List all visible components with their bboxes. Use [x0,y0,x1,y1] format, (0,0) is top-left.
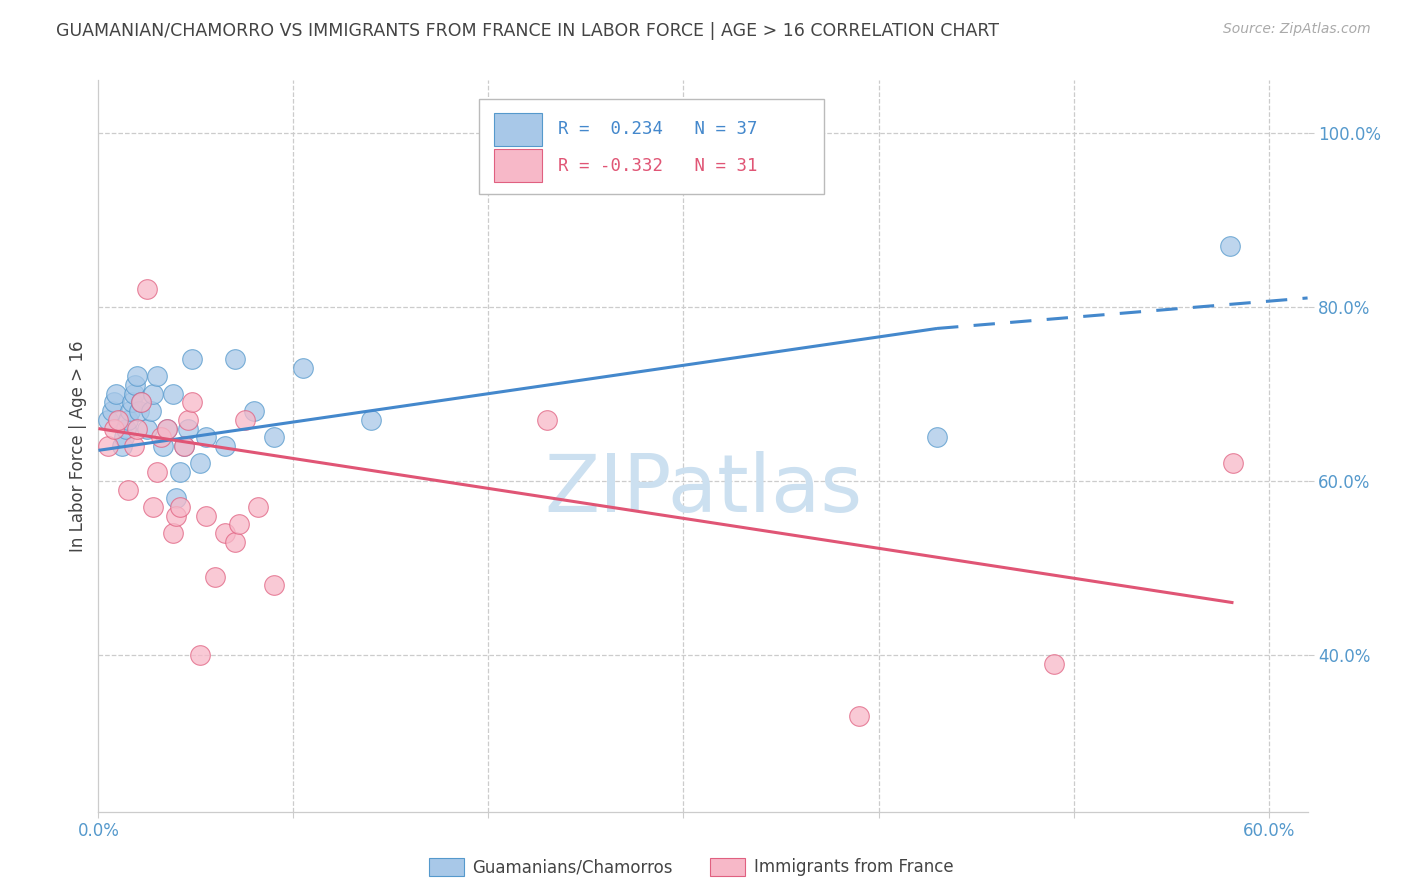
Point [122,439,145,453]
Point [188,457,211,471]
Point [177,421,200,435]
Point [107,413,129,427]
Point [848,709,870,723]
FancyBboxPatch shape [494,149,543,182]
Point [111,439,134,453]
Point [165,508,187,523]
Point [247,500,270,514]
Text: ZIPatlas: ZIPatlas [544,450,862,529]
Text: Guamanians/Chamorros: Guamanians/Chamorros [472,858,673,876]
Point [292,360,315,375]
Point [360,413,382,427]
Point [181,351,204,366]
Point [117,483,139,497]
Point [142,500,165,514]
Point [101,404,124,418]
Text: R =  0.234   N = 37: R = 0.234 N = 37 [558,120,758,138]
Point [263,430,285,444]
Point [114,421,136,435]
Point [204,569,226,583]
Point [139,404,162,418]
Text: GUAMANIAN/CHAMORRO VS IMMIGRANTS FROM FRANCE IN LABOR FORCE | AGE > 16 CORRELATI: GUAMANIAN/CHAMORRO VS IMMIGRANTS FROM FR… [56,22,1000,40]
Point [177,413,200,427]
Point [146,369,169,384]
Point [224,534,246,549]
Point [173,439,195,453]
FancyBboxPatch shape [479,99,824,194]
Point [131,395,153,409]
Point [121,395,143,409]
Point [118,404,141,418]
Point [156,421,179,435]
Point [214,439,236,453]
Point [152,439,174,453]
Point [136,421,159,435]
Point [156,421,179,435]
Point [263,578,285,592]
Point [169,465,191,479]
Point [1222,457,1244,471]
Point [169,500,191,514]
Point [146,465,169,479]
Point [536,413,558,427]
Point [104,386,127,401]
Point [136,282,159,296]
Point [165,491,187,506]
Point [142,386,165,401]
Point [103,421,125,435]
Point [194,430,217,444]
Point [925,430,948,444]
Point [194,508,217,523]
Text: Source: ZipAtlas.com: Source: ZipAtlas.com [1223,22,1371,37]
Point [128,404,150,418]
Point [173,439,195,453]
Point [233,413,256,427]
Point [149,430,172,444]
Point [103,395,125,409]
Point [162,386,184,401]
Point [228,517,250,532]
Point [97,413,120,427]
Point [127,369,149,384]
Point [112,430,135,444]
Point [127,421,149,435]
Point [1219,238,1241,252]
Point [131,395,153,409]
Point [162,526,184,541]
Text: Immigrants from France: Immigrants from France [754,858,953,876]
Point [122,386,145,401]
Point [224,351,246,366]
Point [117,413,139,427]
Text: R = -0.332   N = 31: R = -0.332 N = 31 [558,157,758,175]
Point [214,526,236,541]
FancyBboxPatch shape [494,112,543,145]
Point [97,439,120,453]
Point [1043,657,1066,671]
Point [243,404,266,418]
Point [188,648,211,662]
Y-axis label: In Labor Force | Age > 16: In Labor Force | Age > 16 [69,340,87,552]
Point [181,395,204,409]
Point [124,378,146,392]
